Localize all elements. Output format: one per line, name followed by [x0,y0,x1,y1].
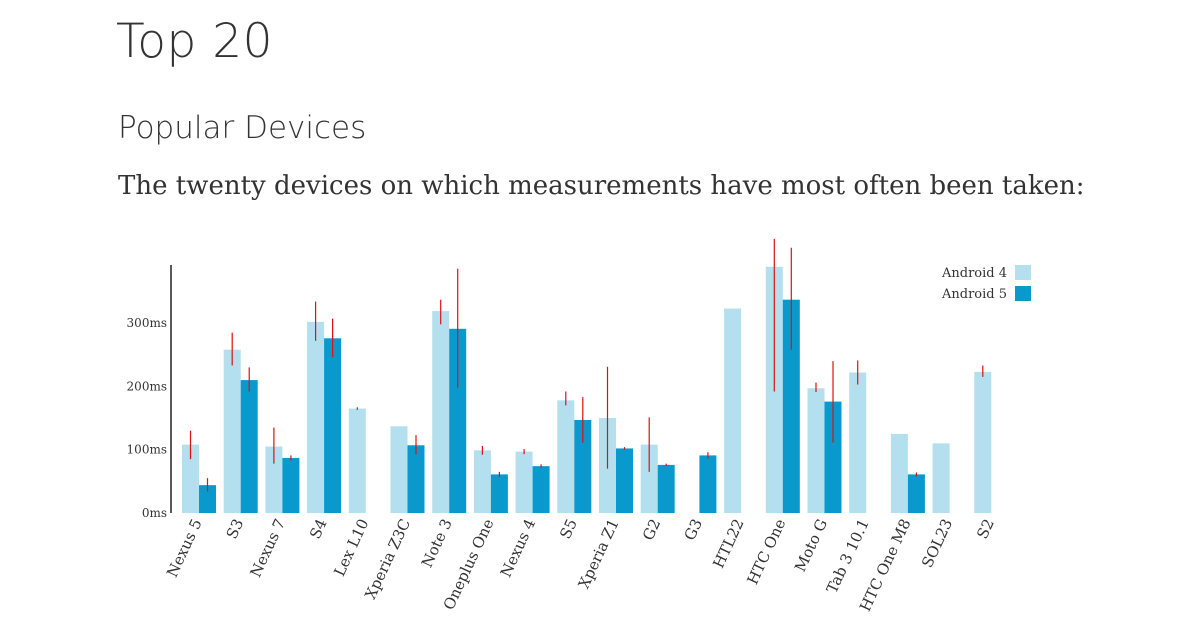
legend-label: Android 4 [941,266,1007,281]
bar [490,474,508,513]
x-tick-label: Note 3 [418,516,456,570]
section-heading: Popular Devices [118,110,367,146]
y-tick-label: 300ms [127,316,167,330]
y-tick-label: 200ms [127,379,167,393]
bar [449,328,467,513]
page-title: Top 20 [116,14,274,69]
legend-swatch [1015,265,1031,280]
x-tick-label: Nexus 7 [246,516,289,580]
bar [890,433,908,513]
x-tick-label: Tab 3 10.1 [823,516,873,596]
bar [348,408,366,513]
x-tick-label: S2 [973,516,998,542]
bar [182,444,199,513]
bar [240,380,258,513]
y-tick-label: 0ms [142,506,167,520]
x-tick-label: S4 [306,516,331,542]
bar [974,371,992,513]
bar [699,455,717,513]
bar [557,400,575,513]
bar [407,445,425,513]
bar [724,308,742,513]
intro-text: The twenty devices on which measurements… [118,171,1085,201]
y-axis: 0ms 100ms 200ms 300ms [127,265,172,520]
legend: Android 4 Android 5 [941,265,1031,302]
bar [657,464,675,513]
bar [932,443,950,513]
x-tick-label: SOL23 [918,516,956,570]
y-tick-label: 100ms [127,443,167,457]
bar [849,372,867,513]
bars-layer [182,266,992,513]
x-tick-label: S3 [223,516,248,542]
x-tick-label: HTC One [743,516,789,587]
legend-label: Android 5 [941,287,1007,302]
legend-swatch [1015,286,1031,301]
x-tick-label: HTL22 [709,516,747,571]
bar [473,450,491,513]
x-tick-label: Xperia Z1 [575,516,623,591]
bar [199,485,216,513]
x-tick-label: Nexus 4 [497,516,540,580]
bar [807,388,825,513]
x-tick-label: Nexus 5 [163,516,206,580]
x-tick-label: S5 [556,516,581,542]
bar [307,321,325,513]
bar [640,444,658,513]
bar [282,457,300,513]
bar [390,426,408,513]
bar [324,338,342,513]
x-tick-label: G3 [681,516,706,543]
bar [574,419,592,513]
bar [265,446,283,513]
error-bars-layer [189,238,984,492]
bar [515,451,533,513]
bar [782,299,800,513]
bar [907,474,925,513]
bar [223,349,241,513]
x-tick-label: Lex L10 [330,516,372,579]
bar [432,311,450,513]
bar [532,466,550,513]
x-tick-label: Moto G [791,516,831,575]
bar [824,401,842,513]
bar [616,448,633,513]
x-tick-label: G2 [639,516,664,543]
